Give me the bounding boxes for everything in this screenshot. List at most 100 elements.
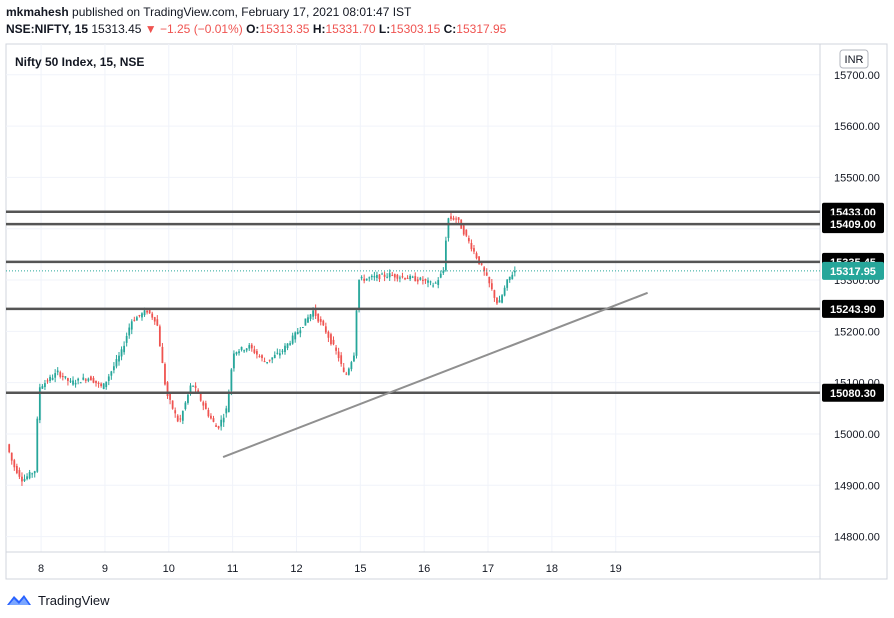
candle-body xyxy=(386,276,389,278)
candle-body xyxy=(225,408,228,414)
candle-body xyxy=(90,376,92,381)
trend-line-group[interactable] xyxy=(222,291,648,459)
candle-body xyxy=(427,280,429,283)
open-value: 15313.35 xyxy=(259,22,310,36)
level-price-tag xyxy=(822,383,884,402)
candle-body xyxy=(82,377,85,380)
candle-body xyxy=(511,274,514,280)
candle-body xyxy=(496,297,498,304)
candle-body xyxy=(179,418,182,420)
level-price-tag xyxy=(822,215,884,234)
candle-body xyxy=(332,339,335,345)
candle-body xyxy=(350,362,353,370)
high-value: 15331.70 xyxy=(325,22,376,36)
candle-body xyxy=(388,273,391,278)
candle-body xyxy=(250,344,253,349)
candle-body xyxy=(123,345,126,353)
candle-body xyxy=(411,276,414,278)
candle-body xyxy=(447,218,450,238)
candle-body xyxy=(266,362,269,364)
candle-body xyxy=(95,380,97,384)
candle-body xyxy=(324,326,327,333)
candle-body xyxy=(107,376,110,381)
ohlc-line: NSE:NIFTY, 15 15313.45 ▼ −1.25 (−0.01%) … xyxy=(6,21,886,38)
candle-body xyxy=(450,216,452,219)
candle-body xyxy=(28,472,31,479)
candle-body xyxy=(358,279,360,310)
candle-body xyxy=(501,295,503,303)
candle-body xyxy=(61,375,64,378)
candle-body xyxy=(478,256,480,264)
candle-body xyxy=(87,378,90,381)
candle-body xyxy=(335,347,337,351)
candle-body xyxy=(429,281,432,283)
candle-body xyxy=(376,275,378,278)
footer-brand[interactable]: TradingView xyxy=(6,590,110,610)
close-value: 15317.95 xyxy=(456,22,507,36)
level-price-tag xyxy=(822,299,884,318)
candle-body xyxy=(77,378,80,381)
candle-body xyxy=(439,273,442,278)
author-name[interactable]: mkmahesh xyxy=(6,5,69,19)
candle-body xyxy=(18,470,21,477)
candle-body xyxy=(192,385,194,387)
candle-body xyxy=(444,240,447,271)
candle-body xyxy=(92,377,95,383)
candle-body xyxy=(100,383,103,387)
candle-body xyxy=(110,371,113,376)
candle-body xyxy=(84,379,87,381)
candle-body xyxy=(33,471,36,474)
time-axis[interactable]: 8 9 10 11 12 15 16 17 18 19 xyxy=(38,563,622,575)
candle-body xyxy=(233,353,235,369)
candle-body xyxy=(240,346,243,350)
trend-line[interactable] xyxy=(222,291,648,459)
candle-body xyxy=(373,276,376,278)
candle-body xyxy=(473,248,475,252)
candle-body xyxy=(314,308,317,316)
time-tick-label: 8 xyxy=(38,563,44,575)
candle-body xyxy=(128,327,131,336)
candle-body xyxy=(74,383,77,385)
candle-body xyxy=(187,394,189,403)
candle-body xyxy=(210,415,212,419)
candle-body xyxy=(161,346,164,364)
price-tick-label: 15700.00 xyxy=(834,70,880,82)
candle-body xyxy=(419,277,422,280)
candle-body xyxy=(355,310,358,356)
candle-body xyxy=(296,331,299,335)
candle-body xyxy=(342,367,345,372)
candle-body xyxy=(227,392,230,413)
candle-body xyxy=(97,382,100,384)
candle-body xyxy=(401,276,404,278)
candle-body xyxy=(381,273,383,275)
close-label: C: xyxy=(443,22,457,36)
candle-body xyxy=(393,274,396,278)
price-chart[interactable]: Nifty 50 Index, 15, NSE INR 14800.00 1490… xyxy=(0,0,894,590)
candle-body xyxy=(271,357,274,360)
candle-body xyxy=(322,320,325,326)
candle-body xyxy=(64,376,67,378)
candle-body xyxy=(409,275,412,280)
candle-body xyxy=(488,276,491,284)
candle-body xyxy=(207,409,210,417)
candle-body xyxy=(347,368,350,375)
candle-body xyxy=(69,380,72,382)
candle-body xyxy=(189,385,192,394)
symbol-label: NSE:NIFTY, 15 xyxy=(6,22,89,36)
candle-body xyxy=(278,353,281,356)
candle-body xyxy=(38,387,41,421)
candle-body xyxy=(340,355,343,364)
candle-body xyxy=(345,373,348,375)
time-tick-label: 16 xyxy=(418,563,430,575)
price-change: ▼ −1.25 (−0.01%) xyxy=(144,22,243,36)
candle-body xyxy=(135,317,138,321)
candle-body xyxy=(276,352,279,354)
candle-body xyxy=(294,332,297,340)
candle-body xyxy=(164,364,166,385)
candle-body xyxy=(166,382,169,397)
price-tick-label: 15600.00 xyxy=(834,121,880,133)
currency-badge[interactable]: INR xyxy=(839,49,869,69)
candle-body xyxy=(365,278,368,281)
candle-body xyxy=(118,355,120,362)
candle-body xyxy=(399,277,401,279)
